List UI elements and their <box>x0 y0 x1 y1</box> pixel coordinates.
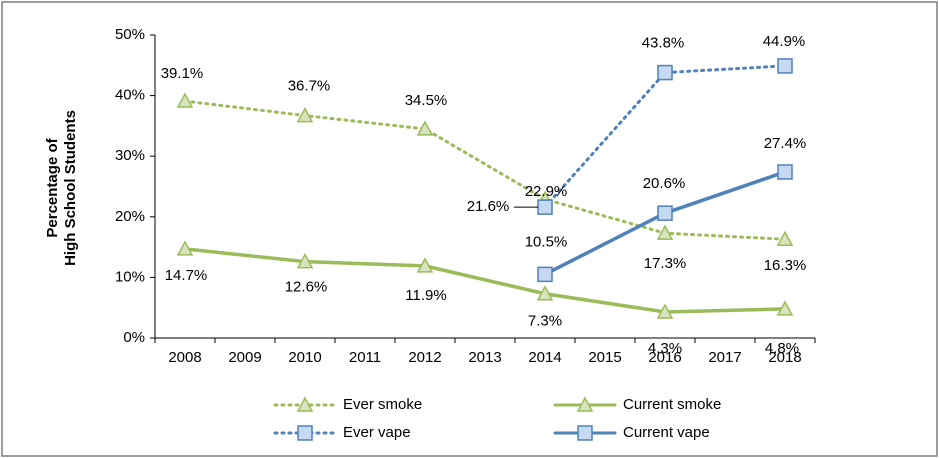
x-tick-label: 2018 <box>768 349 801 366</box>
y-tick-label: 10% <box>115 268 145 285</box>
y-tick-label: 20% <box>115 208 145 225</box>
legend-marker <box>577 425 593 441</box>
data-label: 4.3% <box>648 340 682 357</box>
data-label: 7.3% <box>528 313 562 330</box>
legend-marker <box>576 396 594 412</box>
data-label: 21.6% <box>467 198 510 215</box>
data-label: 34.5% <box>405 92 448 109</box>
data-label: 36.7% <box>288 78 331 95</box>
x-tick-label: 2012 <box>408 349 441 366</box>
x-tick-label: 2009 <box>228 349 261 366</box>
data-label: 17.3% <box>644 255 687 272</box>
series-line <box>183 247 787 314</box>
y-tick-label: 40% <box>115 87 145 104</box>
data-label: 4.8% <box>765 340 799 357</box>
x-tick-label: 2011 <box>349 349 381 366</box>
legend-marker <box>297 425 313 441</box>
y-tick-label: 0% <box>123 329 145 346</box>
marker <box>296 253 314 269</box>
data-label: 14.7% <box>165 267 208 284</box>
data-label: 12.6% <box>285 279 328 296</box>
y-axis-label: High School Students <box>62 110 79 266</box>
marker <box>536 285 554 301</box>
marker <box>777 58 793 74</box>
x-tick-label: 2015 <box>588 349 621 366</box>
legend-label: Current smoke <box>623 396 721 413</box>
data-label: 22.9% <box>525 183 568 200</box>
series-line <box>543 64 787 209</box>
data-label: 27.4% <box>764 135 807 152</box>
data-label: 43.8% <box>642 35 685 52</box>
marker <box>777 164 793 180</box>
data-label: 10.5% <box>525 233 568 250</box>
legend-label: Current vape <box>623 424 710 441</box>
x-tick-label: 2010 <box>288 349 321 366</box>
marker <box>657 205 673 221</box>
marker <box>776 230 794 246</box>
x-tick-label: 2014 <box>528 349 561 366</box>
data-label: 16.3% <box>764 257 807 274</box>
legend-marker <box>296 396 314 412</box>
marker <box>656 303 674 319</box>
data-label: 44.9% <box>763 33 806 50</box>
y-tick-label: 50% <box>115 26 145 43</box>
marker <box>176 92 194 108</box>
x-tick-label: 2013 <box>468 349 501 366</box>
x-tick-label: 2008 <box>168 349 201 366</box>
marker <box>416 257 434 273</box>
marker <box>296 107 314 123</box>
marker <box>537 266 553 283</box>
data-label: 39.1% <box>161 65 204 82</box>
y-axis-label: Percentage of <box>44 137 61 237</box>
marker <box>537 199 553 215</box>
legend-label: Ever vape <box>343 424 411 441</box>
legend-label: Ever smoke <box>343 396 422 413</box>
x-tick-label: 2016 <box>648 349 681 366</box>
marker <box>657 64 673 81</box>
y-tick-label: 30% <box>115 147 145 164</box>
marker <box>416 120 434 136</box>
marker <box>656 224 674 240</box>
data-label: 11.9% <box>405 287 446 304</box>
marker <box>776 300 794 316</box>
x-tick-label: 2017 <box>708 349 741 366</box>
series-line <box>183 99 787 241</box>
data-label: 20.6% <box>643 175 686 192</box>
marker <box>176 240 194 256</box>
